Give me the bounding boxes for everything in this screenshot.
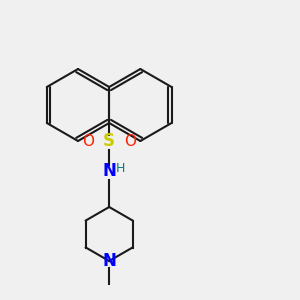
Text: S: S: [103, 132, 115, 150]
Text: O: O: [82, 134, 94, 148]
Text: H: H: [115, 161, 125, 175]
Text: O: O: [124, 134, 136, 148]
Text: N: N: [102, 252, 116, 270]
Text: N: N: [102, 162, 116, 180]
